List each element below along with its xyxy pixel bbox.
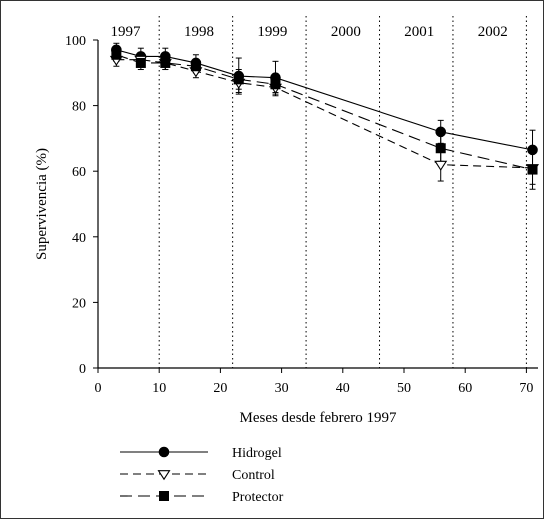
series-line-control — [116, 59, 533, 169]
legend-label-hidrogel: Hidrogel — [232, 446, 282, 461]
y-tick-label-20: 20 — [72, 296, 86, 311]
x-tick-label-60: 60 — [458, 381, 472, 396]
year-label-1997: 1997 — [111, 24, 142, 40]
axes — [97, 40, 538, 369]
data-point-protector — [435, 143, 446, 154]
year-labels: 1997 1998 1999 2000 2001 2002 — [111, 24, 508, 40]
legend-marker-control — [157, 470, 171, 481]
data-point-hidrogel — [527, 144, 538, 156]
data-point-protector — [135, 57, 146, 68]
error-bars — [113, 42, 536, 190]
data-point-protector — [160, 57, 171, 68]
x-tick-label-30: 30 — [275, 381, 289, 396]
legend-label-protector: Protector — [232, 490, 284, 505]
y-tick-label-80: 80 — [72, 100, 86, 115]
data-point-protector — [111, 49, 122, 60]
year-label-1998: 1998 — [184, 24, 214, 40]
year-label-2002: 2002 — [478, 24, 508, 40]
data-point-hidrogel — [435, 126, 447, 138]
legend-label-control: Control — [232, 468, 275, 483]
data-point-protector — [190, 61, 201, 72]
y-axis-title: Supervivencia (%) — [34, 148, 50, 260]
y-tick-label-60: 60 — [72, 165, 86, 180]
year-label-2000: 2000 — [331, 24, 361, 40]
data-point-control — [434, 160, 448, 171]
x-tick-label-40: 40 — [336, 381, 350, 396]
y-tick-label-100: 100 — [65, 34, 86, 49]
legend-marker-protector — [159, 491, 169, 501]
y-ticks: 0 20 40 60 80 100 — [65, 34, 98, 377]
legend-marker-hidrogel — [158, 446, 170, 458]
x-tick-label-10: 10 — [152, 381, 166, 396]
x-tick-label-50: 50 — [397, 381, 411, 396]
data-point-protector — [527, 164, 538, 175]
x-tick-label-20: 20 — [213, 381, 227, 396]
x-ticks: 0 10 20 30 40 50 60 70 — [95, 368, 533, 396]
y-tick-label-40: 40 — [72, 231, 86, 246]
year-label-1999: 1999 — [257, 24, 287, 40]
legend: Hidrogel Control Protector — [120, 446, 284, 505]
data-point-protector — [233, 74, 244, 85]
series-lines — [116, 49, 533, 171]
y-tick-label-0: 0 — [79, 362, 86, 377]
series-line-protector — [116, 54, 533, 171]
data-point-protector — [270, 79, 281, 90]
year-label-2001: 2001 — [404, 24, 434, 40]
x-tick-label-70: 70 — [519, 381, 533, 396]
x-axis-title: Meses desde febrero 1997 — [239, 410, 397, 426]
x-tick-label-0: 0 — [95, 381, 102, 396]
series-markers — [109, 44, 540, 175]
